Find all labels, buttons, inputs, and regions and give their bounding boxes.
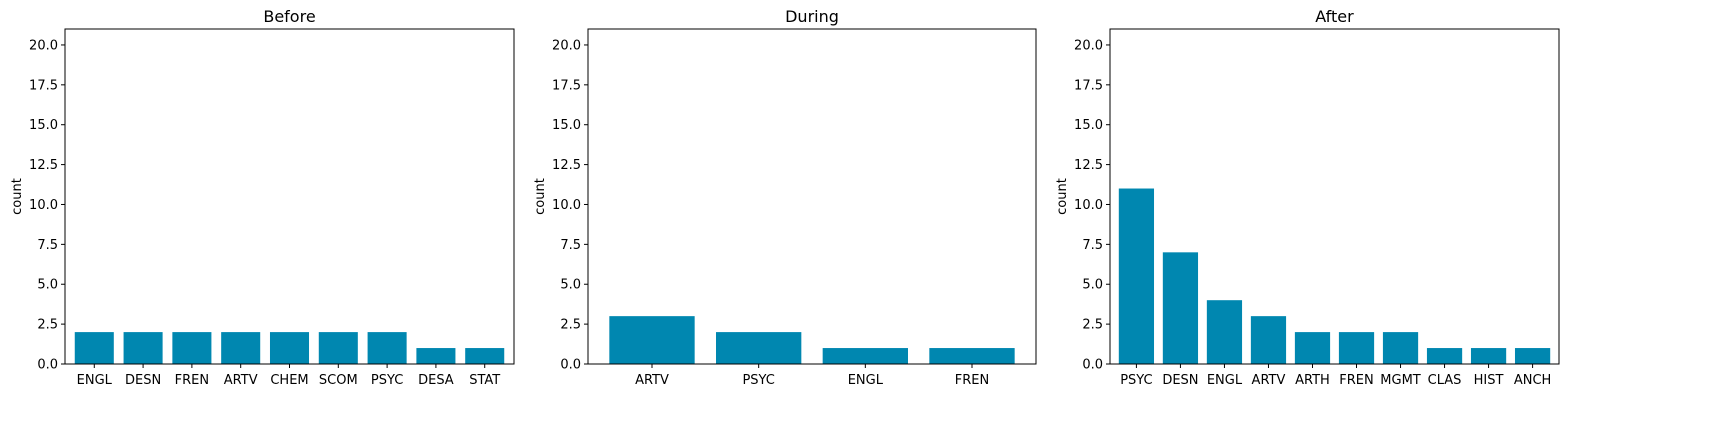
y-tick-label: 15.0 [552,118,581,133]
x-tick-label-mgmt: MGMT [1380,373,1421,388]
y-tick-label: 10.0 [29,198,58,213]
x-tick-label-psyc: PSYC [742,373,774,388]
bar-psyc [367,332,407,364]
x-tick-label-psyc: PSYC [371,373,403,388]
x-tick-label-artv: ARTV [224,373,258,388]
y-tick-label: 7.5 [1082,238,1103,253]
y-tick-label: 7.5 [37,238,58,253]
bar-fren [1338,332,1375,364]
x-tick-label-arth: ARTH [1295,373,1330,388]
bar-arth [1294,332,1331,364]
axes-frame [587,28,1037,365]
bar-stat [465,348,505,364]
x-tick-label-engl: ENGL [848,373,884,388]
y-tick-label: 15.0 [1074,118,1103,133]
chart-title: Before [263,7,315,26]
y-tick-label: 5.0 [37,278,58,293]
chart-panel-before: ENGL DESN FREN ARTV CHEM SCOM PSYC DESA STAT 0.0 2… [10,7,515,388]
y-tick-label: 12.5 [552,158,581,173]
bar-psyc [716,332,802,364]
bar-artv [609,316,695,364]
y-tick-label: 20.0 [29,38,58,53]
x-tick-label-fren: FREN [955,373,989,388]
y-axis-label: count [533,178,548,215]
y-axis-label: count [10,178,25,215]
chart-panel-after: PSYC DESN ENGL ARTV ARTH FREN MGMT CLAS HIST ANCH… [1055,7,1560,388]
y-axis-label: count [1055,178,1070,215]
y-tick-label: 0.0 [1082,358,1103,373]
y-tick-label: 2.5 [1082,318,1103,333]
x-tick-label-hist: HIST [1474,373,1504,388]
bar-fren [172,332,212,364]
bar-clas [1426,348,1463,364]
x-tick-label-engl: ENGL [77,373,113,388]
y-tick-label: 7.5 [560,238,581,253]
bar-desn [123,332,163,364]
x-tick-label-desn: DESN [1162,373,1198,388]
axes-frame [1109,28,1560,365]
x-tick-label-clas: CLAS [1428,373,1462,388]
y-tick-label: 15.0 [29,118,58,133]
chart-title: During [785,7,839,26]
x-tick-label-psyc: PSYC [1120,373,1152,388]
bar-engl [74,332,114,364]
y-tick-label: 12.5 [29,158,58,173]
y-tick-label: 0.0 [37,358,58,373]
y-tick-label: 20.0 [1074,38,1103,53]
x-tick-label-chem: CHEM [270,373,308,388]
bar-psyc [1118,188,1155,364]
y-tick-label: 17.5 [1074,78,1103,93]
x-tick-label-scom: SCOM [319,373,358,388]
axes-frame [64,28,515,365]
bar-artv [1250,316,1287,364]
bar-engl [822,348,908,364]
x-tick-label-anch: ANCH [1514,373,1551,388]
x-tick-label-desn: DESN [125,373,161,388]
bar-hist [1470,348,1507,364]
x-tick-label-artv: ARTV [1252,373,1286,388]
y-tick-label: 10.0 [552,198,581,213]
y-tick-label: 12.5 [1074,158,1103,173]
bar-artv [221,332,261,364]
x-tick-label-stat: STAT [469,373,500,388]
x-tick-label-artv: ARTV [635,373,669,388]
chart-panel-during: ARTV PSYC ENGL FREN 0.0 2.5 5.0 7.5 10.0 12.5 15.0… [533,7,1037,388]
y-tick-label: 5.0 [560,278,581,293]
bar-desa [416,348,456,364]
bar-mgmt [1382,332,1419,364]
bar-scom [318,332,358,364]
y-tick-label: 17.5 [552,78,581,93]
x-tick-label-fren: FREN [175,373,209,388]
y-tick-label: 20.0 [552,38,581,53]
y-tick-label: 0.0 [560,358,581,373]
bar-anch [1514,348,1551,364]
bar-desn [1162,252,1199,364]
x-tick-label-desa: DESA [418,373,454,388]
y-tick-label: 2.5 [37,318,58,333]
bar-chem [269,332,310,364]
y-tick-label: 10.0 [1074,198,1103,213]
x-tick-label-engl: ENGL [1207,373,1243,388]
y-tick-label: 2.5 [560,318,581,333]
y-tick-label: 5.0 [1082,278,1103,293]
x-tick-label-fren: FREN [1339,373,1373,388]
y-tick-label: 17.5 [29,78,58,93]
bar-engl [1206,300,1243,364]
bar-fren [929,348,1015,364]
chart-title: After [1315,7,1354,26]
